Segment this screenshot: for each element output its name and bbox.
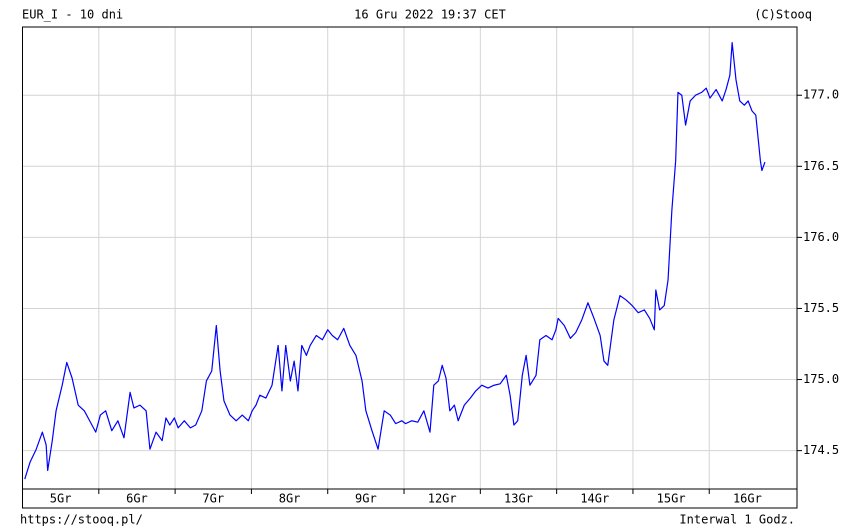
interval: Interwal 1 Godz. (679, 513, 795, 527)
x-tick-label: 13Gr (504, 492, 533, 506)
y-tick-label: 175.5 (803, 301, 839, 315)
credit: (C)Stooq (754, 8, 812, 22)
source: https://stooq.pl/ (20, 513, 143, 527)
y-tick-label: 176.0 (803, 230, 839, 244)
x-tick-label: 12Gr (428, 492, 457, 506)
x-tick-label: 6Gr (126, 492, 148, 506)
price-line (24, 42, 766, 480)
chart-subtitle: 16 Gru 2022 19:37 CET (354, 8, 506, 22)
x-tick-label: 7Gr (202, 492, 224, 506)
x-tick-label: 5Gr (50, 492, 72, 506)
chart-title: EUR_I - 10 dni (22, 8, 123, 22)
y-tick-label: 175.0 (803, 372, 839, 386)
x-tick-label: 9Gr (355, 492, 377, 506)
y-tick-label: 177.0 (803, 88, 839, 102)
x-tick-label: 16Gr (733, 492, 762, 506)
y-tick-label: 176.5 (803, 159, 839, 173)
x-tick-label: 8Gr (279, 492, 301, 506)
x-tick-label: 14Gr (580, 492, 609, 506)
y-tick-label: 174.5 (803, 443, 839, 457)
x-axis-frame (22, 488, 798, 509)
x-tick-label: 15Gr (657, 492, 686, 506)
